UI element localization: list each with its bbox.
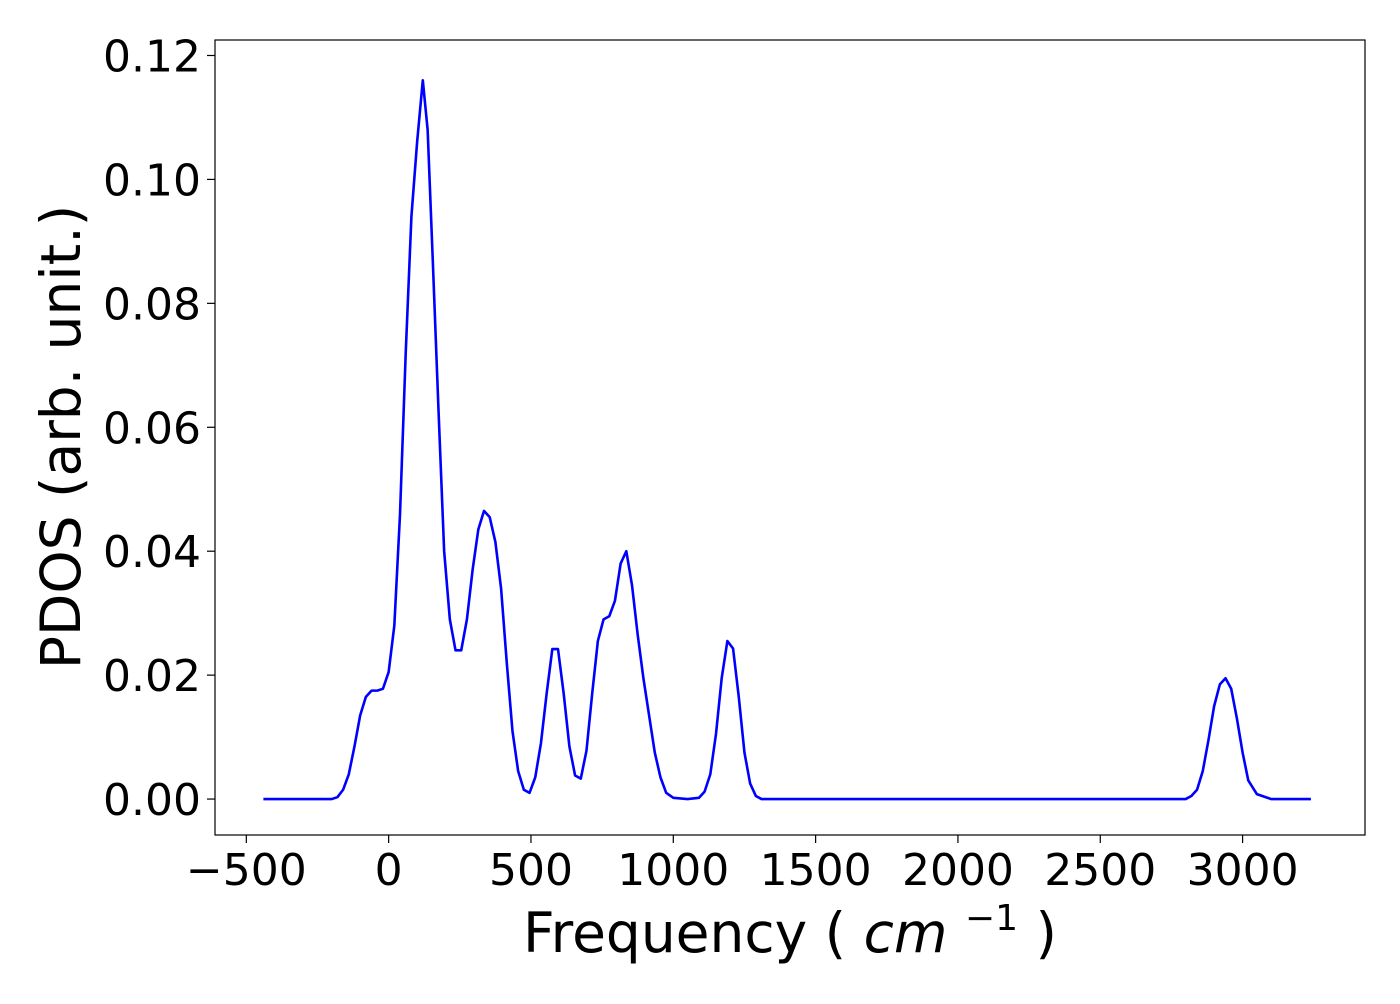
y-axis-title: PDOS (arb. unit.) (29, 205, 93, 669)
y-tick-label: 0.06 (103, 403, 201, 454)
y-tick-label: 0.02 (103, 651, 201, 702)
x-axis-unit-close-paren: ) (1035, 901, 1056, 965)
x-tick-label: 1000 (617, 845, 729, 896)
y-tick-label: 0.00 (103, 775, 201, 826)
x-axis-title-text: Frequency (523, 901, 807, 965)
x-tick-label: 500 (489, 845, 573, 896)
x-tick-label: 3000 (1187, 845, 1299, 896)
series-layer (263, 78, 1311, 801)
y-tick-label: 0.12 (103, 31, 201, 82)
x-axis-unit-exponent: −1 (965, 898, 1018, 939)
ticks-layer: −500 0 500 1000 1500 2000 2500 3000 0.00 0.02 0.04… (103, 31, 1299, 896)
y-tick-label: 0.04 (103, 527, 201, 578)
x-axis-unit-open-paren: ( (825, 901, 846, 965)
x-axis-title: Frequency ( cm −1 ) (523, 879, 1057, 965)
y-tick-label: 0.08 (103, 279, 201, 330)
plot-area-frame (214, 39, 1366, 836)
x-tick-label: 2000 (902, 845, 1014, 896)
y-tick-label: 0.10 (103, 155, 201, 206)
x-axis-unit-base: cm (864, 901, 948, 965)
x-tick-label: −500 (186, 845, 307, 896)
pdos-series-line (263, 78, 1311, 801)
x-tick-label: 2500 (1044, 845, 1156, 896)
x-tick-label: 0 (375, 845, 403, 896)
x-tick-label: 1500 (760, 845, 872, 896)
